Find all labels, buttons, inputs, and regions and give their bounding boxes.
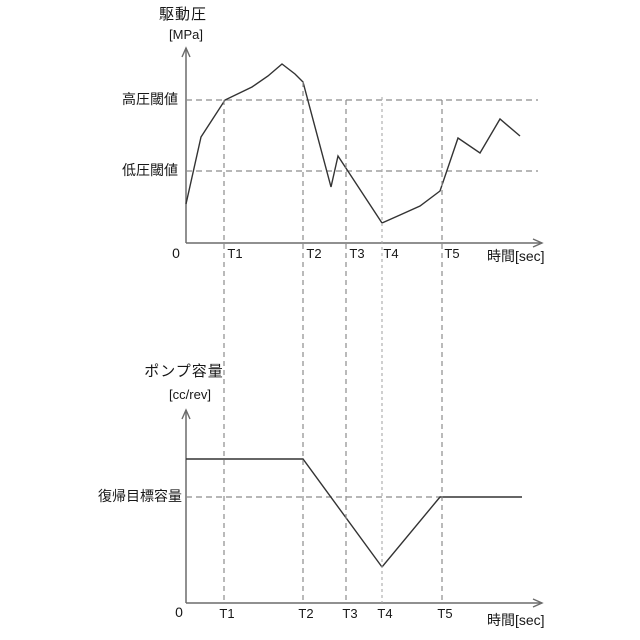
pressure-tick-t2: T2 [306,246,322,261]
pump-axis-title: ポンプ容量 [144,363,224,380]
pressure-axis-title: 駆動圧 [158,6,208,23]
recovery-target-label: 復帰目標容量 [98,488,182,504]
pump-axis-unit: [cc/rev] [169,387,211,402]
pressure-xaxis-label: 時間[sec] [487,248,545,264]
high-pressure-threshold-label: 高圧閾値 [122,91,178,107]
pump-displacement-curve [186,458,522,569]
pressure-origin-label: 0 [172,245,180,261]
drive-pressure-y-axis-arrow [181,46,191,58]
pressure-axis-unit: [MPa] [169,27,203,42]
pump-displacement-y-axis-arrow [181,408,191,420]
pressure-tick-t5: T5 [444,246,460,261]
pump-displacement-x-axis-arrow [532,598,544,608]
pump-tick-t2: T2 [298,606,314,621]
pump-tick-t5: T5 [437,606,453,621]
drive-pressure-x-axis-arrow [532,238,544,248]
pump-tick-t3: T3 [342,606,358,621]
pressure-tick-t4: T4 [383,246,399,261]
pump-tick-t4: T4 [377,606,393,621]
pump-tick-t1: T1 [219,606,235,621]
drive-pressure-curve [185,63,521,224]
pump-xaxis-label: 時間[sec] [487,612,545,628]
low-pressure-threshold-label: 低圧閾値 [122,162,178,178]
pump-origin-label: 0 [175,604,183,620]
pressure-tick-t3: T3 [349,246,365,261]
pressure-tick-t1: T1 [227,246,243,261]
